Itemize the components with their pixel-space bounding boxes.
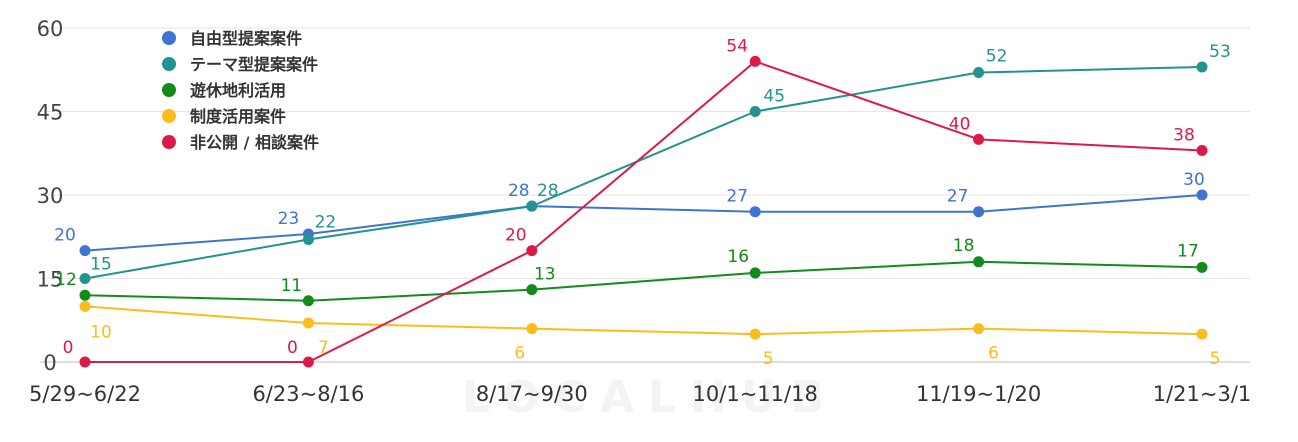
series-line [84, 305, 1203, 336]
data-point [79, 300, 91, 312]
legend-entry: 遊休地利活用 [190, 81, 286, 100]
x-axis-ticks: 5/29~6/22 6/23~8/16 8/17~9/30 10/1~11/18 11/… [29, 382, 1251, 406]
legend-entry: 自由型提案案件 [190, 29, 302, 48]
data-label: 6 [514, 344, 525, 364]
data-label: 7 [318, 338, 329, 358]
data-label: 22 [315, 213, 337, 233]
data-labels: 20 23 28 27 27 30 15 22 28 45 52 53 12 11 13 16 18 17 10 7 6… [54, 36, 1231, 369]
series-line [84, 260, 1203, 302]
data-point [526, 200, 538, 212]
legend-marker [162, 135, 176, 149]
data-label: 18 [953, 236, 975, 256]
data-label: 12 [55, 270, 77, 290]
data-point [1196, 144, 1208, 156]
data-label: 0 [63, 338, 74, 358]
data-label: 0 [287, 338, 298, 358]
data-point [302, 234, 314, 246]
series-line [84, 65, 1203, 280]
x-tick-label: 6/23~8/16 [252, 382, 364, 406]
data-label: 20 [54, 226, 76, 246]
data-point [749, 267, 761, 279]
data-point [526, 323, 538, 335]
data-point [1196, 189, 1208, 201]
data-point [973, 323, 985, 335]
legend-entry: テーマ型提案案件 [190, 55, 318, 74]
data-point [1196, 261, 1208, 273]
data-label: 15 [90, 255, 112, 275]
y-tick-label: 45 [37, 101, 64, 125]
data-point [79, 289, 91, 301]
data-label: 38 [1173, 125, 1195, 145]
data-point [1196, 61, 1208, 73]
y-tick-label: 60 [37, 17, 64, 41]
data-label: 53 [1209, 42, 1231, 62]
legend-marker [162, 31, 176, 45]
data-point [526, 284, 538, 296]
data-point [749, 55, 761, 67]
data-label: 5 [1210, 349, 1221, 369]
data-point [973, 206, 985, 218]
data-label: 45 [763, 87, 785, 107]
series-line [84, 194, 1203, 252]
data-label: 40 [949, 114, 971, 134]
legend-marker [162, 109, 176, 123]
data-label: 27 [947, 187, 969, 207]
data-point [973, 133, 985, 145]
data-label: 52 [986, 47, 1008, 67]
y-axis-ticks: 0 15 30 45 60 [37, 17, 64, 375]
data-point [302, 356, 314, 368]
legend-marker [162, 83, 176, 97]
data-point [526, 245, 538, 257]
data-label: 28 [537, 181, 559, 201]
x-tick-label: 8/17~9/30 [476, 382, 588, 406]
series-line [85, 60, 1203, 363]
gridlines [40, 27, 1250, 363]
watermark: LOCALHUB [462, 372, 838, 423]
data-label: 20 [505, 226, 527, 246]
data-label: 16 [727, 247, 749, 267]
y-tick-label: 30 [37, 184, 64, 208]
data-point [1196, 328, 1208, 340]
data-point [79, 356, 91, 368]
data-point [749, 328, 761, 340]
data-label: 11 [281, 276, 303, 296]
y-tick-label: 15 [37, 268, 64, 292]
y-tick-label: 0 [43, 351, 56, 375]
data-point [973, 256, 985, 268]
data-label: 27 [726, 187, 748, 207]
legend-entry: 制度活用案件 [190, 107, 286, 126]
data-label: 30 [1183, 170, 1205, 190]
data-label: 5 [763, 349, 774, 369]
legend-marker [162, 57, 176, 71]
data-label: 54 [726, 36, 748, 56]
data-label: 10 [90, 322, 112, 342]
series-layer [79, 55, 1208, 368]
watermark-text: LOCALHUB [462, 372, 838, 423]
data-point [302, 295, 314, 307]
data-label: 28 [508, 181, 530, 201]
data-point [302, 317, 314, 329]
x-tick-label: 5/29~6/22 [29, 382, 141, 406]
x-tick-label: 11/19~1/20 [916, 382, 1041, 406]
data-point [973, 67, 985, 79]
data-point [79, 273, 91, 284]
data-point [749, 206, 761, 218]
data-point [749, 106, 761, 117]
legend-entry: 非公開 / 相談案件 [190, 133, 319, 152]
data-label: 23 [278, 209, 300, 229]
data-label: 13 [534, 265, 556, 285]
data-label: 6 [988, 344, 999, 364]
data-point [79, 245, 91, 257]
x-tick-label: 10/1~11/18 [693, 382, 818, 406]
x-tick-label: 1/21~3/1 [1153, 382, 1252, 406]
data-label: 17 [1177, 241, 1199, 261]
